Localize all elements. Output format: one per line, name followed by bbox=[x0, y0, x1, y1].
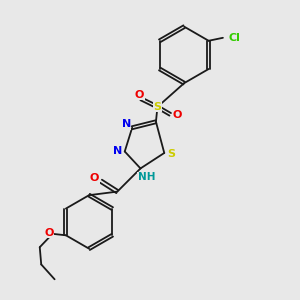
Text: O: O bbox=[135, 90, 144, 100]
Text: N: N bbox=[122, 119, 131, 129]
Text: N: N bbox=[113, 146, 122, 156]
Text: Cl: Cl bbox=[229, 33, 241, 43]
Text: O: O bbox=[44, 228, 54, 238]
Text: O: O bbox=[172, 110, 182, 120]
Text: S: S bbox=[167, 149, 175, 160]
Text: S: S bbox=[153, 102, 161, 112]
Text: NH: NH bbox=[138, 172, 155, 182]
Text: O: O bbox=[90, 173, 99, 183]
